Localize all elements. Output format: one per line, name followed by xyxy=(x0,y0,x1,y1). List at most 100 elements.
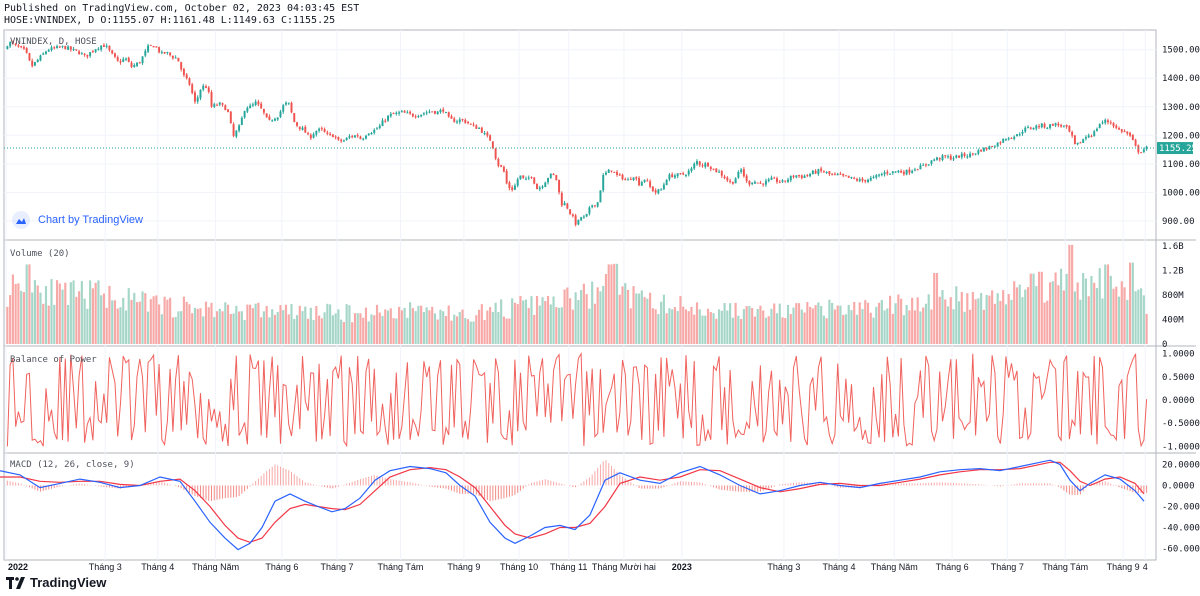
volume-bar xyxy=(1062,290,1065,344)
candle-body xyxy=(78,51,81,55)
volume-bar xyxy=(447,305,450,344)
volume-bar xyxy=(712,313,715,344)
volume-bar xyxy=(276,312,279,344)
candle-body xyxy=(1120,129,1123,132)
volume-bar xyxy=(828,299,831,344)
volume-bar xyxy=(1095,288,1099,344)
candle-body xyxy=(425,112,428,114)
candle-body xyxy=(867,179,869,182)
candle-body xyxy=(814,170,817,174)
volume-bar xyxy=(166,299,169,344)
candle-body xyxy=(911,170,914,173)
candle-body xyxy=(91,51,94,53)
volume-bar xyxy=(113,300,117,344)
volume-axis-label: 1.6B xyxy=(1162,242,1184,252)
macd-pane[interactable] xyxy=(0,459,1148,551)
volume-pane[interactable] xyxy=(6,244,1148,344)
volume-bar xyxy=(202,316,205,344)
candle-body xyxy=(1087,135,1090,138)
candle-body xyxy=(202,85,205,90)
chart-by-tradingview-badge[interactable]: Chart by TradingView xyxy=(12,211,143,229)
price-pane[interactable] xyxy=(4,40,1156,227)
tradingview-footer[interactable]: TradingView xyxy=(6,575,106,590)
volume-bar xyxy=(284,304,288,344)
candle-body xyxy=(1035,125,1038,129)
volume-bar xyxy=(25,264,28,344)
candle-body xyxy=(679,173,682,175)
candle-body xyxy=(11,41,14,44)
candle-body xyxy=(947,156,949,158)
volume-bar xyxy=(224,302,227,344)
candle-body xyxy=(778,181,781,183)
volume-bar xyxy=(591,281,594,344)
volume-bar xyxy=(618,294,621,344)
price-axes[interactable]: 900.00 1000.00 1100.00 1200.00 1300.00 1400.0… xyxy=(1157,46,1200,555)
volume-bar xyxy=(1084,278,1088,344)
candle-body xyxy=(290,102,293,113)
candle-body xyxy=(673,175,676,178)
candle-body xyxy=(193,92,196,102)
candle-body xyxy=(326,132,329,134)
candle-body xyxy=(345,137,348,141)
volume-bar xyxy=(116,308,119,344)
volume-bar xyxy=(660,301,663,344)
candle-body xyxy=(356,135,359,137)
candle-body xyxy=(798,174,801,177)
candle-body xyxy=(1060,124,1063,127)
candle-body xyxy=(389,113,392,117)
volume-bar xyxy=(527,307,530,344)
candle-body xyxy=(67,46,70,50)
candle-body xyxy=(618,174,621,176)
volume-bar xyxy=(1093,282,1096,344)
volume-bar xyxy=(809,306,812,344)
candle-body xyxy=(353,135,356,138)
volume-bar xyxy=(643,297,646,344)
volume-bar xyxy=(759,305,762,344)
volume-bar xyxy=(985,294,988,344)
candle-body xyxy=(566,203,569,209)
candle-body xyxy=(50,47,53,51)
candle-body xyxy=(599,190,602,203)
volume-bar xyxy=(395,318,398,344)
volume-bar xyxy=(342,321,345,344)
candle-body xyxy=(1095,128,1098,131)
bop-pane[interactable] xyxy=(6,351,1148,448)
volume-bar xyxy=(450,320,453,344)
candle-body xyxy=(621,174,624,180)
candle-body xyxy=(767,179,770,182)
volume-bar xyxy=(646,298,649,344)
volume-bar xyxy=(33,280,37,344)
volume-bar xyxy=(632,286,635,344)
time-axis-label: Tháng 7 xyxy=(320,562,353,572)
candle-body xyxy=(86,54,89,57)
candle-body xyxy=(56,46,59,49)
volume-bar xyxy=(682,306,685,344)
candle-body xyxy=(1115,125,1118,128)
candle-body xyxy=(304,126,307,133)
volume-bar xyxy=(453,314,456,344)
candle-body xyxy=(1038,126,1041,128)
volume-bar xyxy=(486,310,489,344)
price-axis-label: 1300.00 xyxy=(1162,103,1200,113)
candle-body xyxy=(704,163,707,167)
candle-body xyxy=(265,113,268,118)
time-axis[interactable]: 2022 Tháng 3 Tháng 4 Tháng Năm Tháng 6 Tháng … xyxy=(8,562,1148,572)
candle-body xyxy=(878,174,881,176)
volume-bar xyxy=(1013,281,1016,344)
candle-body xyxy=(392,113,395,115)
volume-bar xyxy=(373,315,376,344)
volume-bar xyxy=(971,291,974,344)
candle-body xyxy=(900,170,903,173)
volume-bar xyxy=(340,319,343,344)
volume-bar xyxy=(1098,268,1101,344)
candle-body xyxy=(999,142,1002,144)
volume-bar xyxy=(519,295,522,344)
volume-bar xyxy=(293,318,296,344)
candle-body xyxy=(952,158,955,160)
candle-body xyxy=(381,120,384,127)
candle-body xyxy=(409,111,412,114)
candle-body xyxy=(1027,127,1029,129)
candle-body xyxy=(809,173,812,177)
volume-bar xyxy=(171,317,174,344)
